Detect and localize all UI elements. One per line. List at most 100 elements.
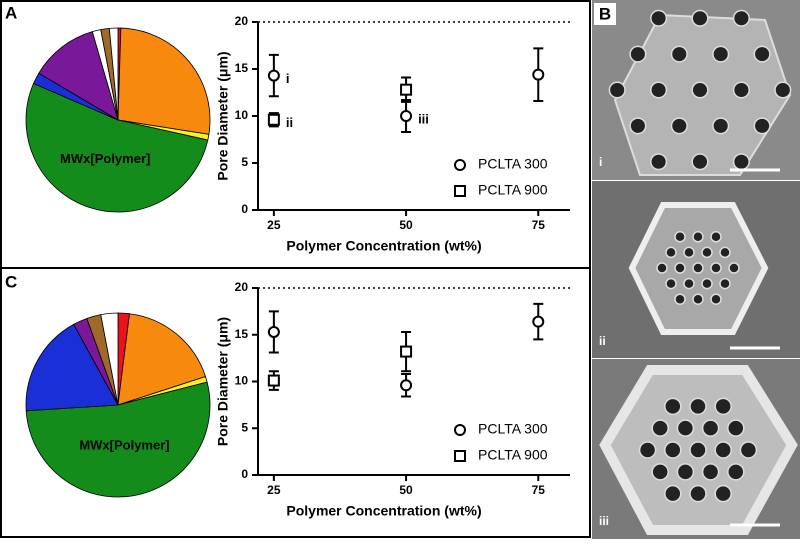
pore xyxy=(664,397,682,416)
pore xyxy=(689,397,707,416)
pore xyxy=(712,45,730,63)
pore xyxy=(665,246,677,259)
pore xyxy=(674,293,686,305)
pie-slice xyxy=(100,312,119,406)
y-tick-label: 5 xyxy=(241,420,248,434)
pore xyxy=(701,246,713,259)
x-tick-label: 50 xyxy=(399,218,413,232)
x-tick-label: 75 xyxy=(532,483,546,497)
pore xyxy=(710,231,722,243)
pore xyxy=(629,45,647,63)
label-box xyxy=(594,3,616,25)
x-tick-label: 25 xyxy=(267,218,281,232)
pie-slice xyxy=(117,27,211,135)
pore xyxy=(774,81,792,99)
data-point xyxy=(267,113,280,126)
pore xyxy=(674,262,686,274)
pore xyxy=(692,293,704,305)
pore xyxy=(670,117,688,135)
y-axis-title: Pore Diameter (μm) xyxy=(215,317,231,446)
pore xyxy=(691,9,709,27)
pore xyxy=(732,9,750,27)
slice-label: MWx[Polymer] xyxy=(60,151,150,166)
y-axis-title: Pore Diameter (μm) xyxy=(215,51,231,180)
pie-slice xyxy=(25,82,209,213)
sem-images: i ii iii B xyxy=(592,0,800,539)
point-label: iii xyxy=(418,111,429,126)
pore xyxy=(664,441,682,459)
pore xyxy=(714,397,732,416)
y-tick-label: 10 xyxy=(235,374,249,388)
pore xyxy=(676,463,695,481)
pore xyxy=(664,484,682,503)
pore xyxy=(689,441,707,459)
pore xyxy=(727,463,745,481)
pie-slice xyxy=(25,323,119,412)
pie-slice xyxy=(117,313,207,406)
legend-label: PCLTA 900 xyxy=(478,182,548,198)
pore xyxy=(691,153,709,171)
pore xyxy=(651,419,669,437)
pie-slice xyxy=(108,27,119,121)
pore xyxy=(638,441,657,459)
pore xyxy=(732,153,750,171)
pore xyxy=(710,262,722,274)
y-tick-label: 15 xyxy=(235,327,249,341)
pore xyxy=(727,419,745,437)
data-point xyxy=(400,379,413,392)
panel-label: C xyxy=(5,272,17,291)
point-label: i xyxy=(286,71,290,86)
pore xyxy=(650,9,668,27)
pore xyxy=(701,419,720,437)
data-point xyxy=(400,345,413,358)
pore xyxy=(714,484,732,503)
pore xyxy=(710,293,722,305)
pore xyxy=(692,231,704,243)
y-tick-label: 20 xyxy=(235,14,249,28)
pore xyxy=(656,262,668,274)
x-axis-title: Polymer Concentration (wt%) xyxy=(286,503,481,519)
panel-label: A xyxy=(5,3,17,22)
pore xyxy=(651,463,669,481)
pore xyxy=(739,441,758,459)
slice-label: MWx[Polymer] xyxy=(79,437,169,452)
pore xyxy=(714,441,732,459)
x-tick-label: 75 xyxy=(532,218,546,232)
legend-label: PCLTA 300 xyxy=(478,156,548,172)
pore xyxy=(719,277,731,290)
pore xyxy=(701,463,720,481)
pie-slice xyxy=(38,31,119,121)
pore xyxy=(674,231,686,243)
pore xyxy=(728,262,740,274)
legend-marker xyxy=(454,450,466,462)
panel-label: B xyxy=(599,4,611,23)
data-point xyxy=(532,68,545,81)
data-point xyxy=(267,69,280,82)
pore xyxy=(732,81,750,99)
legend-label: PCLTA 900 xyxy=(478,447,548,463)
pore xyxy=(670,45,688,63)
data-point xyxy=(400,83,413,96)
image-label: ii xyxy=(599,334,606,348)
data-point xyxy=(267,325,280,338)
pore xyxy=(753,45,771,63)
legend-marker xyxy=(454,185,466,197)
pore xyxy=(691,81,709,99)
pore xyxy=(650,81,668,99)
image-label: i xyxy=(599,155,602,169)
data-point xyxy=(400,110,413,122)
data-point xyxy=(267,374,280,387)
y-tick-label: 15 xyxy=(235,61,249,75)
pore xyxy=(629,117,647,135)
pie-slice xyxy=(25,381,211,498)
x-tick-label: 25 xyxy=(267,483,281,497)
pore xyxy=(712,117,730,135)
y-tick-label: 20 xyxy=(235,280,249,294)
pore xyxy=(608,81,626,99)
legend-label: PCLTA 300 xyxy=(478,421,548,437)
pore xyxy=(683,277,695,290)
image-label: iii xyxy=(599,514,609,528)
legend-marker xyxy=(454,159,466,171)
y-tick-label: 5 xyxy=(241,155,248,169)
